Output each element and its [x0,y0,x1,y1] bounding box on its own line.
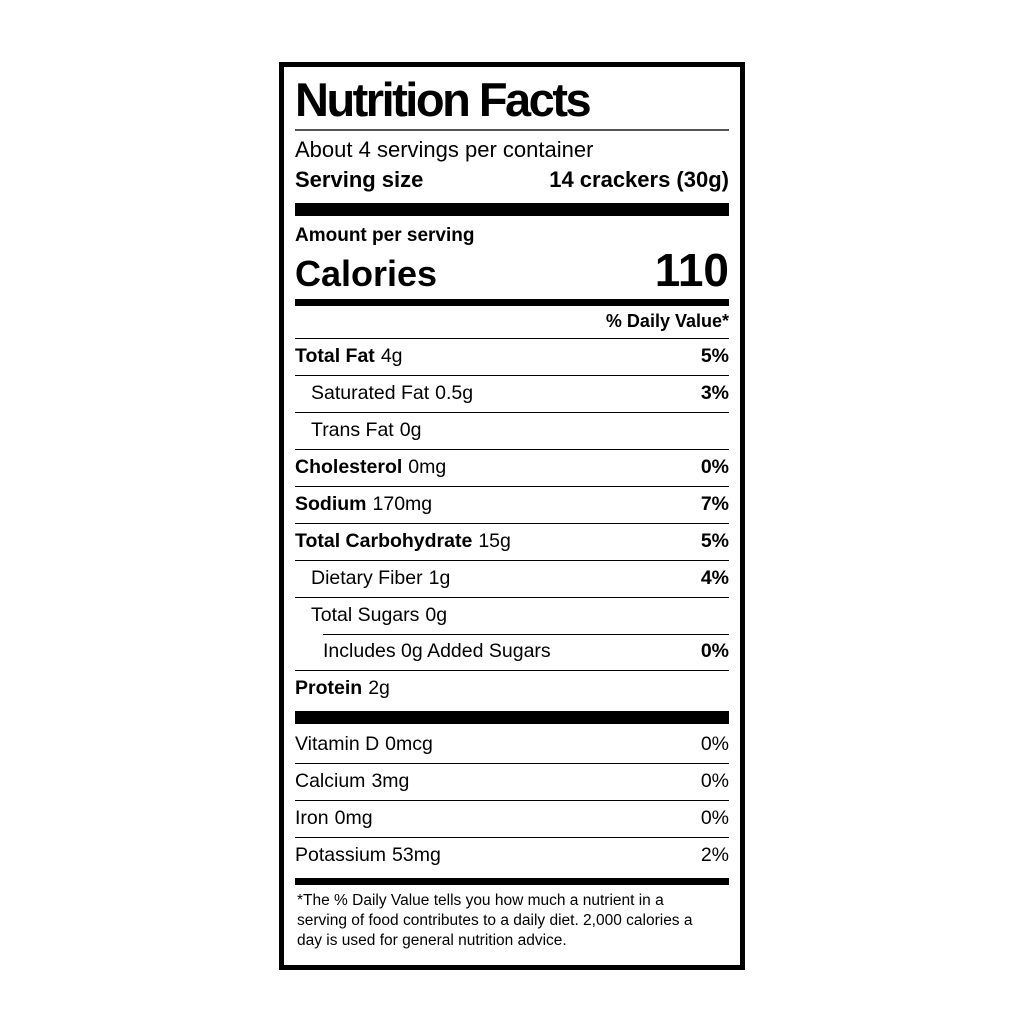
nutrient-row-dietary-fiber: Dietary Fiber 1g 4% [295,560,729,597]
medium-bar-footer [295,878,729,886]
nutrient-row-total-carbohydrate: Total Carbohydrate 15g 5% [295,523,729,560]
nutrient-name: Includes 0g Added Sugars [323,640,551,663]
nutrient-dv: 0% [700,456,729,479]
vitamin-row-potassium: Potassium 53mg 2% [295,837,729,874]
nutrient-dv: 5% [700,345,729,368]
nutrient-row-added-sugars: Includes 0g Added Sugars 0% [295,634,729,670]
label-title: Nutrition Facts [295,73,592,126]
nutrient-amount: 4g [380,345,403,368]
thick-bar-top [295,202,729,216]
vitamin-name: Calcium 3mg [295,770,410,793]
vitamin-amount: 3mg [371,770,410,793]
nutrient-amount: 0.5g [435,382,474,405]
nutrient-name: Trans Fat 0g [311,419,422,442]
amount-per-serving: Amount per serving [295,224,475,246]
vitamin-row-vitamin-d: Vitamin D 0mcg 0% [295,724,729,763]
serving-size-label: Serving size [295,166,424,192]
vitamin-amount: 0mg [334,807,373,830]
vitamin-dv: 2% [700,844,729,867]
nutrient-dv: 3% [700,382,729,405]
vitamin-name: Iron 0mg [295,807,373,830]
nutrient-row-protein: Protein 2g [295,670,729,707]
daily-value-header: % Daily Value* [605,311,729,332]
nutrient-row-saturated-fat: Saturated Fat 0.5g 3% [295,375,729,412]
serving-size-value: 14 crackers (30g) [549,166,729,192]
nutrient-amount: 2g [368,677,390,700]
vitamin-amount: 53mg [392,844,441,867]
thick-bar-vitamins [295,711,729,725]
nutrient-amount: 15g [478,530,511,553]
nutrient-row-cholesterol: Cholesterol 0mg 0% [295,449,729,486]
nutrient-name: Total Carbohydrate 15g [295,530,511,553]
medium-bar-calories [295,299,729,307]
servings-per-container: About 4 servings per container [295,137,594,163]
nutrient-dv: 0% [700,640,729,663]
calories-label: Calories [295,252,438,294]
serving-size-row: Serving size 14 crackers (30g) [295,166,729,203]
vitamin-dv: 0% [700,807,729,830]
nutrient-row-total-sugars: Total Sugars 0g [295,597,729,634]
vitamin-rows: Vitamin D 0mcg 0% Calcium 3mg 0% Iron 0mg 0… [295,724,729,874]
calories-value: 110 [654,243,729,296]
vitamin-name: Vitamin D 0mcg [295,733,433,756]
nutrient-amount: 170mg [372,493,433,516]
vitamin-row-iron: Iron 0mg 0% [295,800,729,837]
nutrient-dv: 5% [700,530,729,553]
vitamin-amount: 0mcg [385,733,433,756]
nutrient-name: Sodium 170mg [295,493,433,516]
nutrient-row-total-fat: Total Fat 4g 5% [295,338,729,375]
vitamin-dv: 0% [700,770,729,793]
vitamin-row-calcium: Calcium 3mg 0% [295,763,729,800]
nutrient-name: Total Sugars 0g [311,604,448,627]
nutrition-label: Nutrition Facts About 4 servings per con… [279,62,745,970]
title-divider [295,129,729,132]
nutrient-name: Saturated Fat 0.5g [311,382,474,405]
nutrient-name: Total Fat 4g [295,345,403,368]
nutrient-dv: 7% [700,493,729,516]
calories-row: Calories 110 [295,247,729,300]
vitamin-name: Potassium 53mg [295,844,441,867]
nutrient-amount: 0g [425,604,448,627]
footnote: *The % Daily Value tells you how much a … [297,892,693,949]
vitamin-dv: 0% [700,733,729,756]
nutrient-amount: 1g [428,567,451,590]
nutrient-row-trans-fat: Trans Fat 0g [295,412,729,449]
nutrient-dv: 4% [700,567,729,590]
nutrient-rows: Total Fat 4g 5% Saturated Fat 0.5g 3% Tran… [295,338,729,707]
nutrient-amount: 0g [399,419,422,442]
nutrient-row-sodium: Sodium 170mg 7% [295,486,729,523]
nutrient-name: Dietary Fiber 1g [311,567,451,590]
nutrient-amount: 0mg [408,456,447,479]
nutrient-name: Protein 2g [295,677,390,700]
nutrient-name: Cholesterol 0mg [295,456,447,479]
